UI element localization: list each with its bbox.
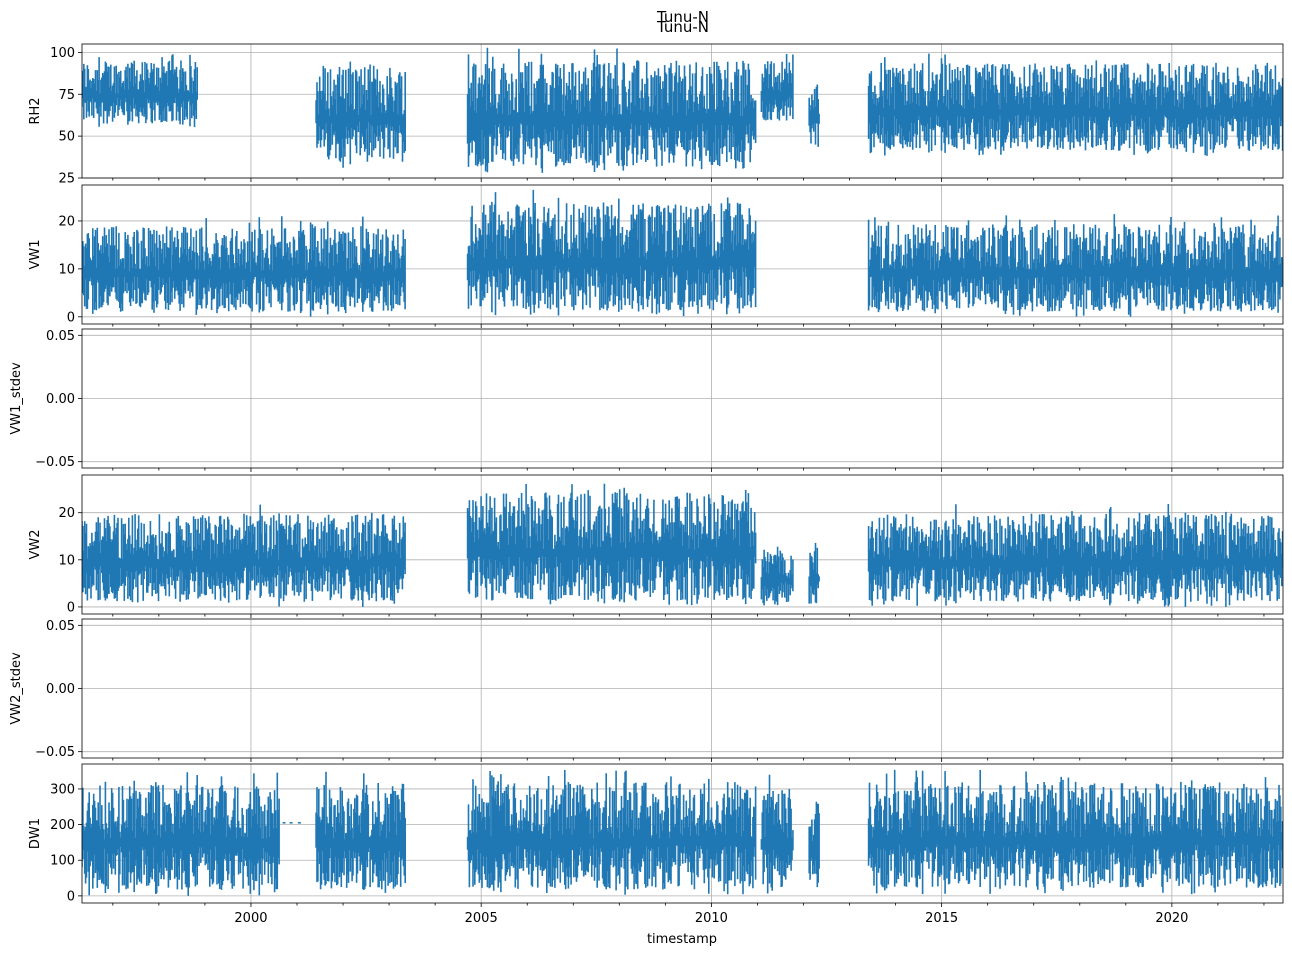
data-series-segment: [82, 216, 406, 317]
figure-title-2: Tunu-N: [656, 18, 709, 36]
axes-frame: [81, 618, 1284, 759]
y-axis-label: RH2: [28, 97, 43, 124]
data-series-segment: [867, 214, 1283, 317]
data-series-segment: [315, 771, 406, 893]
panel-VW1: 0 10 20 VW1: [28, 184, 1284, 328]
y-tick-label: 0.05: [46, 619, 75, 634]
x-tick-label: 2020: [1155, 911, 1188, 926]
panel-VW2_stdev: −0.05 0.00 0.05 VW2_stdev: [9, 618, 1284, 762]
axes-frame: [81, 184, 1284, 325]
data-series-segment: [867, 504, 1283, 607]
y-tick-label: 0.00: [46, 682, 75, 697]
x-axis-label: timestamp: [647, 932, 717, 947]
data-series-segment: [760, 54, 794, 121]
data-series-segment: [82, 54, 198, 128]
panel-VW1_stdev: −0.05 0.00 0.05 VW1_stdev: [9, 328, 1284, 472]
y-tick-label: 20: [58, 506, 75, 521]
series-VW2: [82, 483, 1283, 607]
x-tick-label: 2015: [925, 911, 958, 926]
axes-frame: [81, 763, 1284, 904]
y-tick-label: 0.00: [46, 392, 75, 407]
data-series-segment: [466, 770, 757, 895]
data-series-segment: [760, 546, 794, 606]
y-tick-label: −0.05: [35, 745, 75, 760]
y-axis-label: VW1_stdev: [9, 362, 24, 435]
x-tick-label: 2010: [695, 911, 728, 926]
panel-RH2: 25 50 75 100 RH2: [28, 43, 1284, 187]
data-series-segment: [466, 189, 757, 317]
y-tick-label: 0: [67, 889, 75, 904]
y-tick-label: 100: [50, 46, 75, 61]
data-series-segment: [82, 772, 280, 896]
y-tick-label: 0.05: [46, 329, 75, 344]
y-tick-label: 0: [67, 600, 75, 615]
y-tick-label: −0.05: [35, 455, 75, 470]
y-tick-label: 75: [58, 88, 75, 103]
data-series-segment: [466, 483, 757, 606]
series-VW1: [82, 189, 1283, 317]
x-tick-label: 2000: [234, 911, 267, 926]
data-series-segment: [808, 84, 820, 147]
panels: 255075100RH201020VW1−0.050.000.05VW1_std…: [9, 43, 1284, 926]
y-tick-label: 20: [58, 214, 75, 229]
data-series-segment: [82, 504, 406, 607]
axes-frame: [81, 328, 1284, 469]
data-series-segment: [867, 769, 1283, 895]
figure-title-1: Tunu-N: [656, 8, 709, 26]
data-series-segment: [760, 774, 794, 894]
x-tick-label: 2005: [465, 911, 498, 926]
data-series-segment: [808, 542, 820, 604]
y-tick-label: 100: [50, 854, 75, 869]
series-DW1: [82, 769, 1283, 896]
series-RH2: [82, 47, 1283, 173]
axes-frame: [81, 474, 1284, 615]
y-tick-label: 10: [58, 553, 75, 568]
y-axis-label: VW2: [28, 529, 43, 559]
y-tick-label: 300: [50, 782, 75, 797]
data-series-segment: [867, 53, 1283, 156]
y-tick-label: 50: [58, 130, 75, 145]
y-axis-label: VW2_stdev: [9, 652, 24, 725]
y-tick-label: 0: [67, 310, 75, 325]
y-tick-label: 10: [58, 262, 75, 277]
y-axis-label: DW1: [28, 818, 43, 849]
data-series-segment: [808, 801, 820, 888]
y-tick-label: 200: [50, 818, 75, 833]
panel-DW1: 0 100 200 300 2000 2005 2010 2015 2020 DW1: [28, 763, 1284, 926]
panel-VW2: 0 10 20 VW2: [28, 474, 1284, 618]
data-series-segment: [466, 47, 757, 173]
y-tick-label: 25: [58, 172, 75, 187]
y-axis-label: VW1: [28, 239, 43, 269]
data-series-segment: [315, 61, 406, 168]
axes-frame: [81, 43, 1284, 179]
